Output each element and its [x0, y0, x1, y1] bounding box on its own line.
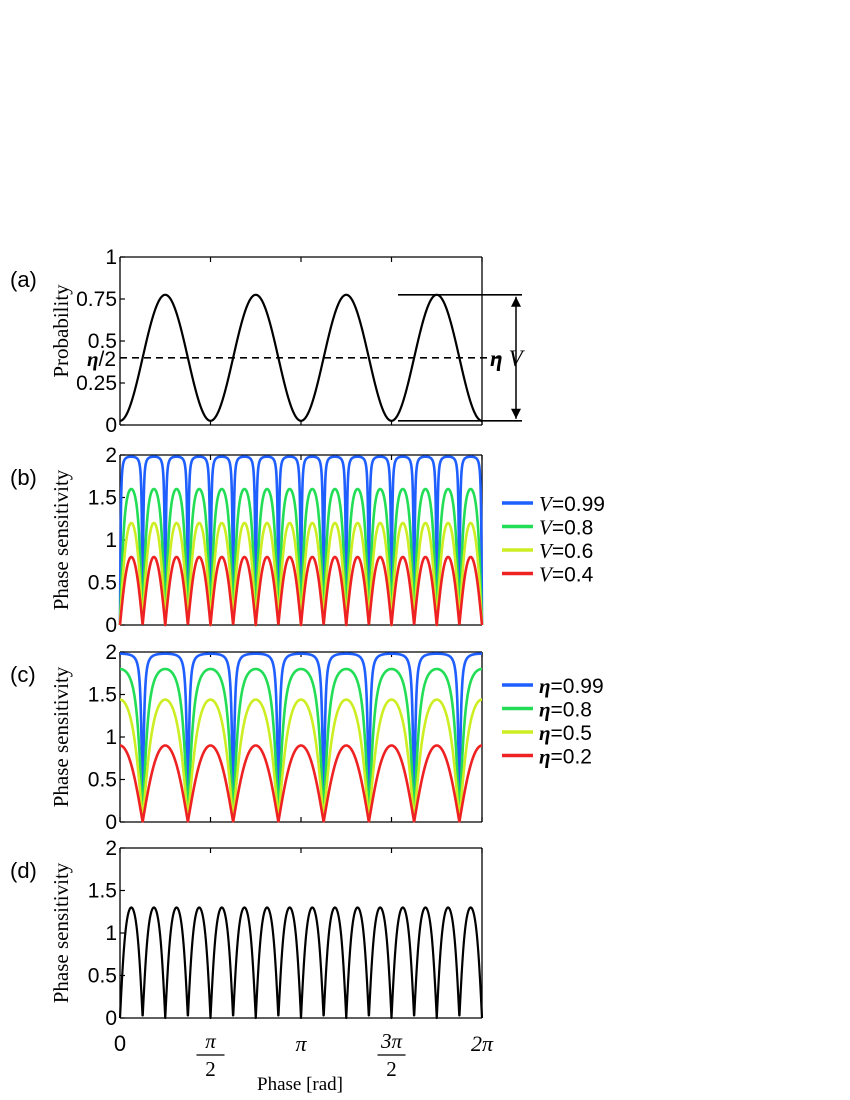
panel-b: 0 0.5 1 1.5 2 (b) Phase sensitivity V=0.99V=0.8… [10, 444, 605, 637]
legend-entry-label: V=0.4 [539, 563, 594, 587]
series-line-1 [118, 652, 484, 813]
x-tick-label-denominator: 2 [386, 1057, 397, 1081]
y-tick-label: 0 [105, 614, 117, 637]
y-tick-label: 0.75 [76, 288, 117, 311]
y-tick-label: 0.25 [76, 372, 117, 395]
y-tick-label: 1.5 [88, 880, 117, 903]
series-line-1 [119, 293, 483, 422]
y-tick-label: 0 [105, 1007, 117, 1030]
legend-entry-label: V=0.6 [539, 539, 593, 563]
y-axis-label: Probability [49, 284, 73, 378]
series-line-3 [118, 698, 484, 822]
y-tick-label: 0 [105, 414, 117, 437]
y-tick-label: 2 [105, 837, 117, 860]
legend-entry-label: V=0.99 [539, 492, 605, 516]
y-tick-label: 2 [105, 641, 117, 664]
visibility-arrow-head-down [511, 408, 521, 419]
panel-label: (b) [10, 465, 37, 490]
series-line-2 [118, 667, 484, 821]
y-tick-label: 1 [105, 922, 117, 945]
series-line-1 [118, 906, 484, 1020]
panel-d: 0 0.5 1 1.5 2 (d) Phase sensitivity [10, 837, 484, 1030]
y-tick-label: 0 [105, 811, 117, 834]
panel-a: 0 0.25 0.5 0.75 1 (a) Probability η/2 η V [10, 246, 526, 437]
x-tick-label-numerator: π [205, 1029, 216, 1053]
legend-entry-label: V=0.8 [539, 516, 593, 540]
y-tick-label: 1 [105, 726, 117, 749]
series-line-4 [118, 744, 484, 823]
y-axis-label: Phase sensitivity [49, 862, 73, 1003]
y-tick-label: 0.5 [88, 769, 117, 792]
y-axis-label: Phase sensitivity [49, 469, 73, 610]
panel-c: 0 0.5 1 1.5 2 (c) Phase sensitivity η=0.99η=0.8… [10, 641, 604, 834]
legend-entry-label: η=0.5 [539, 721, 592, 745]
y-tick-label: 1 [105, 529, 117, 552]
x-axis-label: Phase [rad] [257, 1074, 343, 1095]
legend-entry-label: η=0.2 [539, 745, 592, 769]
x-tick-label: π [295, 1031, 307, 1056]
y-axis-label: Phase sensitivity [49, 666, 73, 807]
x-tick-label-denominator: 2 [205, 1057, 216, 1081]
panels: 0 0.25 0.5 0.75 1 (a) Probability η/2 η V 0 0.5 1 1.5… [10, 246, 605, 1081]
visibility-arrow-head-up [511, 296, 521, 307]
y-tick-label: 2 [105, 444, 117, 467]
y-tick-label: 0.5 [88, 572, 117, 595]
legend-entry-label: η=0.8 [539, 698, 592, 722]
panel-label: (a) [10, 267, 37, 292]
panel-label: (d) [10, 858, 37, 883]
y-tick-label: 0.5 [88, 330, 117, 353]
x-tick-label: 0 [114, 1031, 126, 1056]
y-tick-label: 1.5 [88, 684, 117, 707]
x-tick-label: 2π [471, 1031, 494, 1056]
legend-entry-label: η=0.99 [539, 674, 604, 698]
y-tick-label: 1.5 [88, 487, 117, 510]
x-tick-label-numerator: 3π [380, 1029, 403, 1053]
y-tick-label: 1 [105, 246, 117, 269]
panel-label: (c) [10, 662, 36, 687]
y-tick-label: 0.5 [88, 965, 117, 988]
mean-label: η/2 [87, 347, 116, 371]
series-line-4 [118, 555, 484, 627]
